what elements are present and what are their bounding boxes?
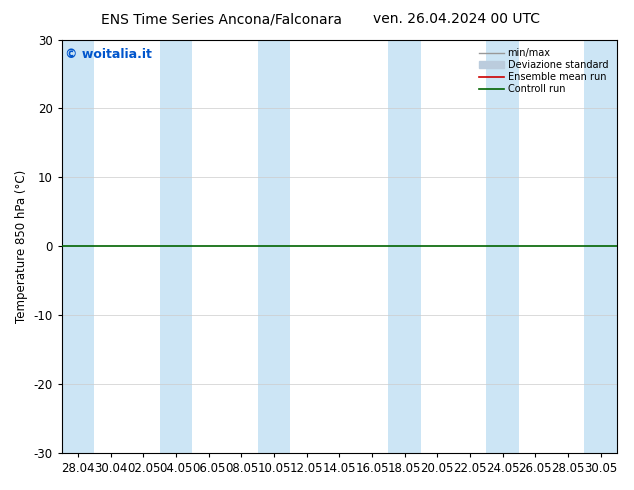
Text: © woitalia.it: © woitalia.it <box>65 48 152 61</box>
Bar <box>486 40 519 453</box>
Y-axis label: Temperature 850 hPa (°C): Temperature 850 hPa (°C) <box>15 170 28 323</box>
Bar <box>257 40 290 453</box>
Bar <box>388 40 421 453</box>
Text: ENS Time Series Ancona/Falconara: ENS Time Series Ancona/Falconara <box>101 12 342 26</box>
Text: ven. 26.04.2024 00 UTC: ven. 26.04.2024 00 UTC <box>373 12 540 26</box>
Bar <box>62 40 94 453</box>
Bar <box>584 40 617 453</box>
Legend: min/max, Deviazione standard, Ensemble mean run, Controll run: min/max, Deviazione standard, Ensemble m… <box>476 45 612 98</box>
Bar <box>160 40 193 453</box>
